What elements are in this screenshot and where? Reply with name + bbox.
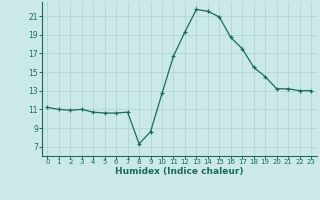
- X-axis label: Humidex (Indice chaleur): Humidex (Indice chaleur): [115, 167, 244, 176]
